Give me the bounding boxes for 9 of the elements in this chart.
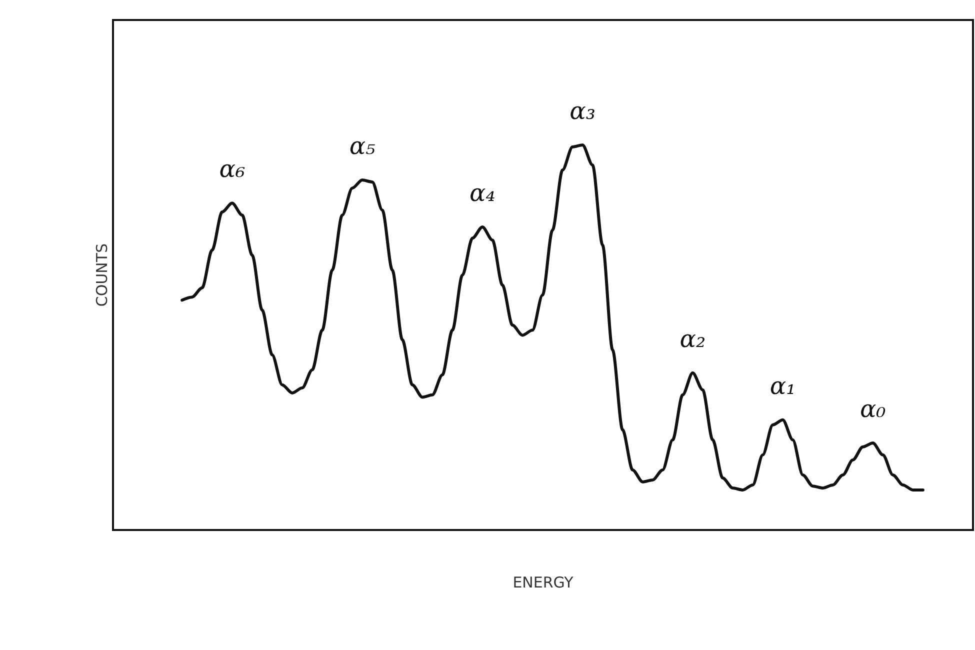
text: α₃ bbox=[570, 97, 596, 125]
annotation: α₄ bbox=[470, 179, 496, 208]
annotation: α₅ bbox=[349, 132, 376, 160]
x-axis-title: ENERGY bbox=[512, 574, 574, 592]
y-axis-title: COUNTS bbox=[93, 243, 111, 307]
annotation: α₆ bbox=[219, 155, 246, 184]
annotation: α₁ bbox=[770, 372, 796, 400]
annotation: α₀ bbox=[860, 394, 886, 423]
annotation: α₂ bbox=[680, 324, 706, 353]
